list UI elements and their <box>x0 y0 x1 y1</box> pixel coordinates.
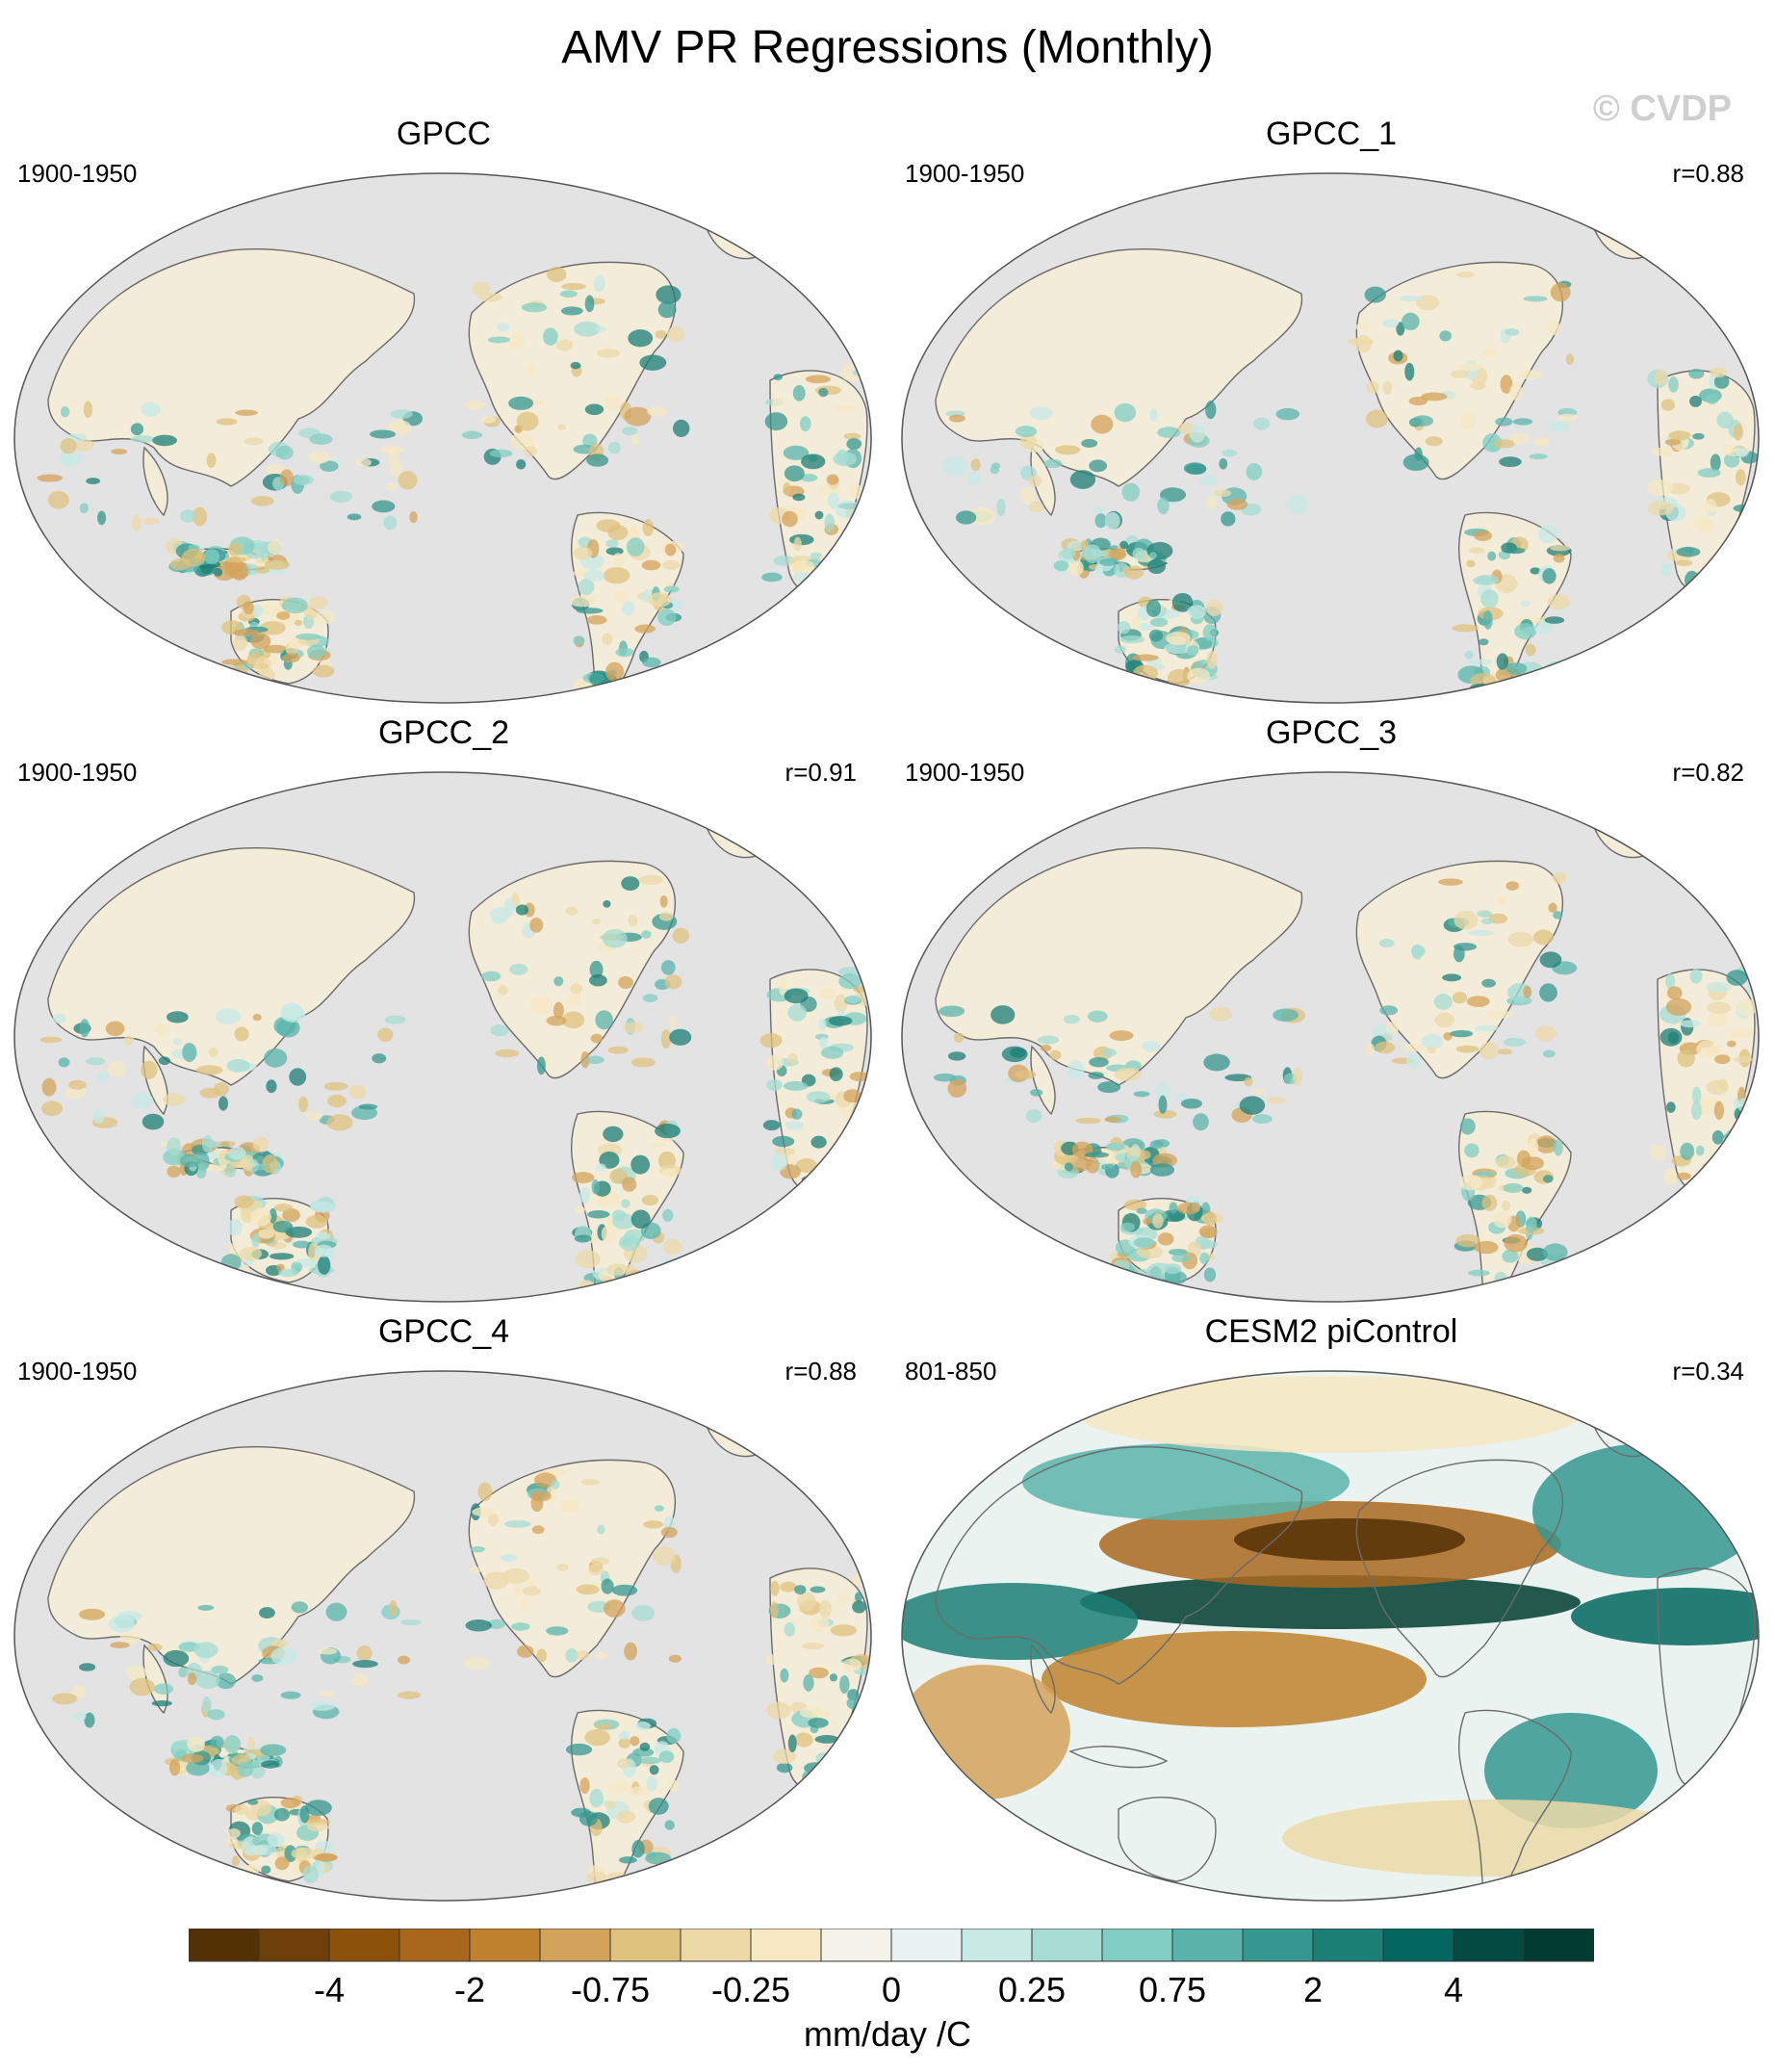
map-border <box>901 771 1760 1303</box>
coastline <box>935 1445 1303 1685</box>
panel-period: 1900-1950 <box>905 159 1025 188</box>
coastline <box>142 446 168 517</box>
colorbar-tick-label: 2 <box>1302 1970 1324 2009</box>
colorbar-swatch <box>399 1929 471 1962</box>
panel-correlation: r=0.88 <box>1672 159 1744 188</box>
colorbar-swatch <box>1312 1929 1384 1962</box>
colorbar-swatch <box>680 1929 752 1962</box>
colorbar-tick-label: 4 <box>1443 1970 1464 2009</box>
panel-period: 1900-1950 <box>17 758 138 787</box>
map-panel: GPCC_3 1900-1950 r=0.82 <box>888 714 1775 1311</box>
colorbar-units: mm/day /C <box>803 2014 972 2054</box>
panel-correlation: r=0.34 <box>1672 1357 1744 1386</box>
colorbar-tick-label: -4 <box>313 1970 346 2009</box>
panel-correlation: r=0.88 <box>785 1357 857 1386</box>
coastline <box>1118 1797 1217 1882</box>
colorbar-tick-label: 0.25 <box>997 1970 1067 2009</box>
colorbar-swatch <box>1171 1929 1244 1962</box>
map-border <box>901 1370 1760 1902</box>
coastline <box>935 846 1303 1086</box>
robinson-map <box>901 1370 1760 1902</box>
colorbar-swatch <box>469 1929 541 1962</box>
coastline <box>1355 860 1563 1079</box>
colorbar-swatch <box>1242 1929 1314 1962</box>
panel-title: GPCC_4 <box>377 1313 510 1350</box>
robinson-map <box>13 1370 872 1902</box>
panel-correlation: r=0.91 <box>785 758 857 787</box>
panel-title: CESM2 piControl <box>1204 1313 1458 1350</box>
colorbar-swatch <box>258 1929 330 1962</box>
robinson-map <box>901 172 1760 704</box>
colorbar-swatch <box>1101 1929 1173 1962</box>
map-border <box>13 771 872 1303</box>
colorbar-swatch <box>1523 1929 1594 1962</box>
coastline <box>1030 1644 1056 1715</box>
colorbar-swatch <box>1453 1929 1525 1962</box>
colorbar-tick-label: 0.75 <box>1138 1970 1207 2009</box>
colorbar-tick-label: -0.25 <box>710 1970 791 2009</box>
map-panel: GPCC_2 1900-1950 r=0.91 <box>0 714 888 1311</box>
coastline <box>468 860 676 1079</box>
map-panel: CESM2 piControl 801-850 r=0.34 <box>888 1313 1775 1910</box>
panel-period: 1900-1950 <box>17 1357 138 1386</box>
figure-title: AMV PR Regressions (Monthly) <box>561 22 1214 73</box>
map-border <box>13 172 872 704</box>
map-panel: GPCC_1 1900-1950 r=0.88 <box>888 116 1775 712</box>
colorbar-swatch <box>961 1929 1033 1962</box>
colorbar-swatch <box>189 1929 260 1962</box>
panel-title: GPCC <box>396 116 492 152</box>
robinson-map <box>901 771 1760 1303</box>
panel-title: GPCC_2 <box>377 714 510 751</box>
panel-period: 1900-1950 <box>905 758 1025 787</box>
coastline <box>1355 1459 1563 1678</box>
map-panel: GPCC_4 1900-1950 r=0.88 <box>0 1313 888 1910</box>
colorbar-swatch <box>1031 1929 1103 1962</box>
colorbar-swatch <box>1382 1929 1454 1962</box>
colorbar-swatch <box>539 1929 611 1962</box>
colorbar-swatch <box>750 1929 822 1962</box>
colorbar-tick-label: 0 <box>881 1970 902 2009</box>
panel-title: GPCC_3 <box>1265 714 1398 751</box>
panel-period: 801-850 <box>905 1357 997 1386</box>
colorbar-tick-label: -0.75 <box>570 1970 651 2009</box>
panel-title: GPCC_1 <box>1265 116 1398 152</box>
map-border <box>901 172 1760 704</box>
colorbar-tick-label: -2 <box>453 1970 486 2009</box>
coastline <box>1068 1746 1169 1769</box>
panel-correlation: r=0.82 <box>1672 758 1744 787</box>
robinson-map <box>13 172 872 704</box>
panel-period: 1900-1950 <box>17 159 138 188</box>
map-border <box>13 1370 872 1902</box>
robinson-map <box>13 771 872 1303</box>
colorbar-swatch <box>609 1929 682 1962</box>
cvdp-watermark: © CVDP <box>1592 89 1732 129</box>
colorbar-swatch <box>820 1929 892 1962</box>
colorbar-swatch <box>890 1929 963 1962</box>
map-panel: GPCC 1900-1950 <box>0 116 888 712</box>
colorbar <box>189 1929 1594 1962</box>
colorbar-swatch <box>328 1929 400 1962</box>
